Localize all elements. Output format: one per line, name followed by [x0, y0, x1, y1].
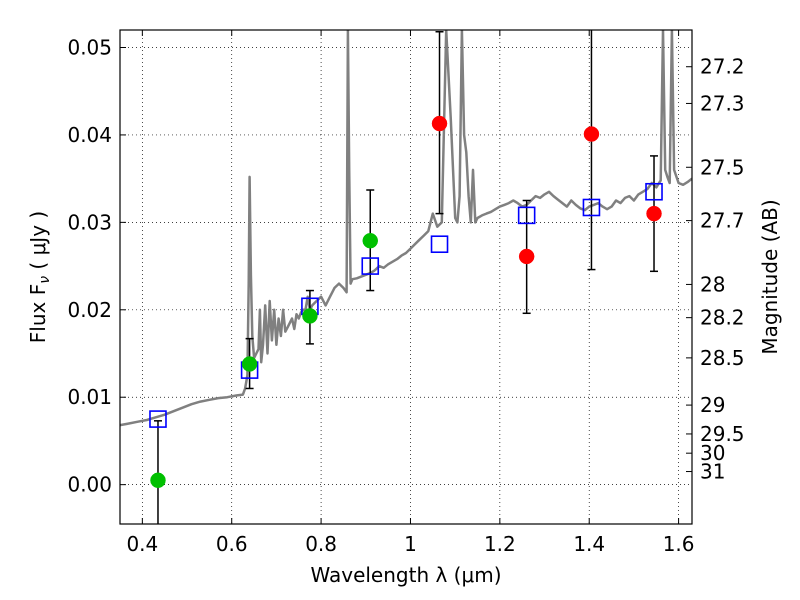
model-spectrum-line: [120, 30, 692, 427]
mag-tick-label: 28: [700, 272, 725, 296]
x-tick-label: 0.8: [305, 532, 337, 556]
observed-flux-point-green: [150, 472, 166, 489]
observed-flux-point-green: [241, 356, 258, 372]
y-axis-label: Flux Fν ( μJy ): [26, 211, 53, 343]
model-flux-square: [361, 257, 380, 275]
y-tick-label: 0.02: [67, 298, 112, 322]
x-axis-label: Wavelength λ (μm): [310, 563, 501, 587]
mag-tick-label: 30: [700, 441, 725, 465]
y2-axis-label: Magnitude (AB): [758, 199, 782, 354]
y-tick-label: 0.04: [67, 123, 112, 147]
mag-tick-label: 28.2: [700, 306, 745, 330]
y-axis-label-main: Flux F: [26, 284, 50, 343]
x-tick-label: 1.4: [573, 532, 605, 556]
mag-tick-label: 27.2: [700, 55, 745, 79]
mag-tick-label: 27.5: [700, 155, 745, 179]
observed-flux-point-green: [302, 308, 318, 324]
plot-frame: [119, 29, 693, 525]
observed-flux-point-red: [431, 115, 448, 132]
mag-tick-label: 31: [700, 460, 725, 484]
model-flux-square: [645, 182, 663, 201]
mag-tick-label: 27.7: [700, 209, 745, 233]
model-flux-square: [430, 235, 449, 254]
x-tick-label: 1: [404, 532, 417, 556]
y-axis-label-unit: ( μJy ): [26, 211, 50, 276]
x-tick-label: 1.2: [484, 532, 516, 556]
markers-layer: [149, 115, 663, 489]
y-tick-label: 0.03: [67, 210, 112, 234]
model-flux-square: [517, 206, 536, 225]
grid-lines: [120, 30, 692, 524]
x-tick-label: 1.6: [663, 532, 695, 556]
mag-tick-label: 27.3: [700, 91, 745, 115]
y-tick-label: 0.00: [67, 473, 112, 497]
mag-tick-label: 28.5: [700, 346, 745, 370]
model-flux-square: [582, 198, 601, 217]
model-spectrum-layer: [120, 30, 692, 427]
y-tick-label: 0.05: [67, 35, 112, 59]
observed-flux-point-red: [583, 126, 600, 142]
mag-tick-label: 29.5: [700, 422, 745, 446]
observed-flux-point-red: [646, 205, 662, 222]
x-tick-label: 0.6: [216, 532, 248, 556]
y-tick-label: 0.01: [67, 385, 112, 409]
mag-tick-label: 29: [700, 393, 725, 417]
error-bars-layer: [153, 30, 659, 524]
axis-ticks: 0.4 0.6 0.8 1 1.2 1.4 1.6 0.00 0.01 0.02 0.03 0.04 0…: [67, 30, 745, 556]
observed-flux-point-green: [362, 232, 378, 249]
x-tick-label: 0.4: [126, 532, 158, 556]
y-axis-label-subscript: ν: [37, 276, 53, 284]
observed-flux-point-red: [518, 248, 535, 265]
model-flux-square: [149, 410, 167, 428]
